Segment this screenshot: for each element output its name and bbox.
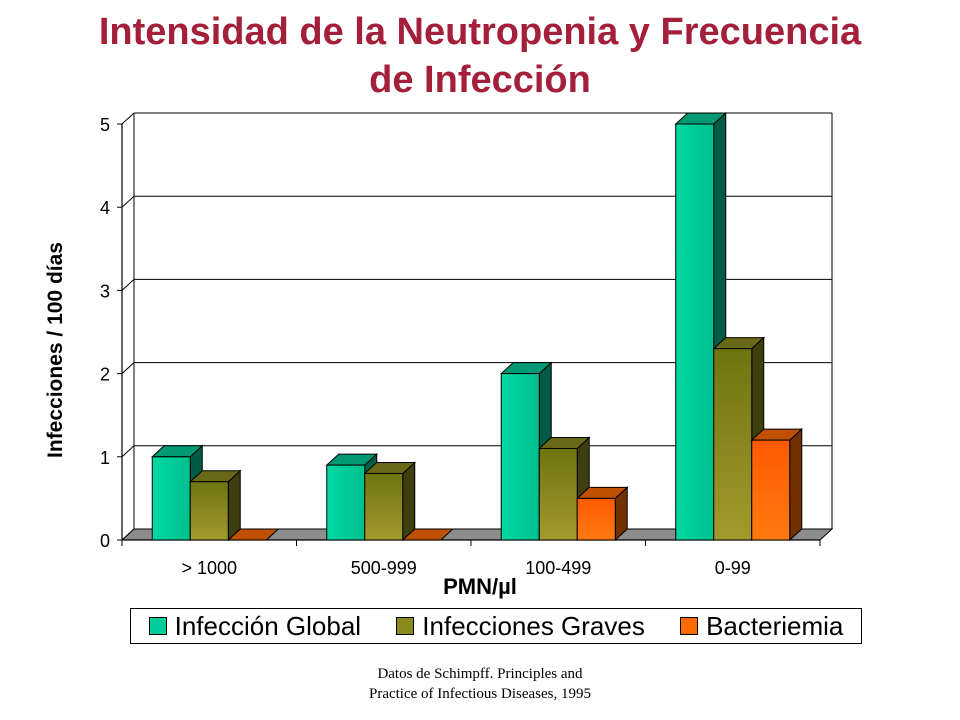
bar-side	[227, 469, 241, 542]
legend-label-bacteriemia: Bacteriemia	[706, 610, 844, 641]
bar	[151, 456, 191, 541]
bar	[713, 348, 753, 541]
bar	[675, 123, 715, 541]
bar-top	[401, 528, 455, 541]
bar	[500, 373, 540, 541]
source-line-2: Practice of Infectious Diseases, 1995	[368, 686, 591, 702]
bar	[576, 497, 616, 541]
legend-swatch-infecciones-graves	[396, 617, 415, 635]
title-line-1: Intensidad de la Neutropenia y Frecuenci…	[98, 11, 862, 53]
y-tick-label: 0	[100, 531, 110, 551]
bar-top	[226, 528, 280, 541]
y-tick-label: 2	[100, 365, 110, 385]
legend-item-infecciones-graves: Infecciones Graves	[396, 611, 645, 642]
x-tick-label: 100-499	[525, 558, 591, 578]
source-line-1: Datos de Schimpff. Principles and	[377, 666, 583, 682]
x-tick-label: 0-99	[715, 558, 751, 578]
y-tick-label: 3	[100, 281, 110, 301]
gridline-diagonal	[121, 445, 135, 458]
gridline-diagonal	[121, 195, 135, 208]
legend-label-infecciones-graves: Infecciones Graves	[422, 610, 645, 641]
gridline-diagonal	[121, 279, 135, 291]
x-axis-title: PMN/µl	[443, 574, 517, 599]
source-note: Datos de Schimpff. Principles and Practi…	[0, 664, 960, 704]
bar	[751, 439, 791, 541]
chart-title: Intensidad de la Neutropenia y Frecuenci…	[0, 8, 960, 104]
y-axis-title: Infecciones / 100 días	[44, 242, 67, 458]
legend-swatch-infeccion-global	[148, 617, 167, 635]
legend-swatch-bacteriemia	[680, 617, 699, 635]
x-tick-label: > 1000	[181, 558, 237, 578]
gridline-diagonal	[121, 362, 135, 374]
bar	[364, 472, 404, 541]
x-tick-label: 500-999	[351, 558, 417, 578]
title-line-2: de Infección	[369, 59, 591, 101]
bar	[326, 464, 366, 541]
y-tick-label: 1	[100, 448, 110, 468]
gridline-diagonal	[121, 112, 135, 125]
bar	[189, 481, 229, 541]
bar-side	[402, 461, 416, 542]
legend-item-infeccion-global: Infección Global	[148, 610, 362, 642]
bar-side	[789, 428, 803, 542]
legend-label-infeccion-global: Infección Global	[174, 610, 362, 641]
y-tick-label: 4	[100, 198, 110, 218]
chart-legend: Infección Global Infecciones Graves Bact…	[130, 608, 862, 644]
bar	[538, 447, 578, 541]
y-tick-label: 5	[100, 115, 110, 135]
legend-item-bacteriemia: Bacteriemia	[680, 611, 843, 642]
